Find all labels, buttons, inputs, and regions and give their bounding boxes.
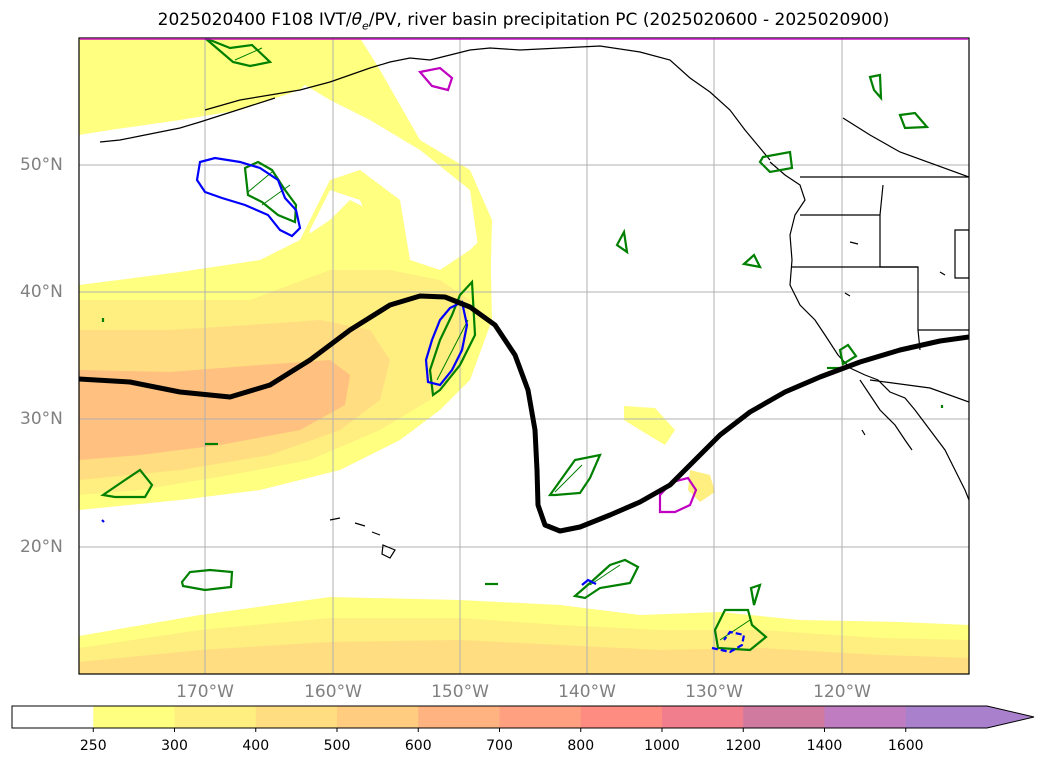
lon-label-130w: 130°W [685,682,743,702]
colorbar-tick-label: 500 [323,738,351,754]
pc-green-west-subtropic [100,468,154,499]
colorbar-tick-label: 250 [79,738,107,754]
lon-label-140w: 140°W [558,682,616,702]
lon-label-170w: 170°W [176,682,234,702]
colorbar-segment [12,706,94,728]
colorbar-tick-label: 600 [404,738,432,754]
lon-label-120w: 120°W [813,682,871,702]
colorbar-tick-label: 1400 [806,738,843,754]
coastal-islands [844,241,946,436]
ivt-shading-patch-central [624,406,675,445]
pc-green-south-east [713,608,768,652]
pc-green-hatch [234,47,751,641]
colorbar-segment [174,706,257,728]
colorbar-segment [337,706,419,728]
west-coast [769,161,969,501]
state-border-ca-nv [879,215,969,331]
colorbar-segments [12,706,1034,732]
lon-label-150w: 150°W [431,682,489,702]
pc-green-tropic-west [180,568,234,592]
pc-green-canada-1 [868,73,883,102]
colorbar-tick-label: 1000 [644,738,680,754]
coastlines [99,45,969,501]
lat-label-40n: 40°N [20,282,63,302]
top-edge-contour [80,38,968,40]
us-mexico-border [869,379,969,403]
pc-blue-contours [101,156,746,654]
map-title: 2025020400 F108 IVT/θe/PV, river basin p… [157,10,890,33]
colorbar-tick-label: 1200 [725,738,762,754]
pc-blue-central-plume [424,300,469,387]
colorbar-segment [824,706,907,728]
pv-contour-line [79,293,969,534]
colorbar-extend-arrow [987,706,1034,728]
islands [329,241,946,559]
colorbar-segment [499,706,582,728]
pc-green-socal [838,343,858,366]
colorbar-segment [580,706,663,728]
pc-green-east-central [547,453,602,497]
colorbar-tick-label: 300 [161,738,188,754]
pc-blue-south-east [711,630,746,654]
pc-green-south-east-2 [749,583,762,606]
lat-label-30n: 30°N [20,409,63,429]
colorbar-segment [662,706,744,728]
colorbar-tick-label: 400 [242,738,270,754]
canada-internal-border [842,117,969,178]
colorbar-segment [255,706,338,728]
hawaii-islands [329,517,396,559]
lat-label-50n: 50°N [20,155,63,175]
colorbar-tick-label: 800 [567,738,595,754]
colorbar-outline [11,705,1035,729]
colorbar-segment [905,706,988,728]
colorbar-tick-label: 700 [486,738,513,754]
baja-peninsula [859,379,913,451]
pc-blue-south-central [581,578,597,586]
pc-green-alaska [204,38,273,68]
ivt-shading-south-band-3 [79,640,969,674]
colorbar-segment [93,706,175,728]
lon-label-160w: 160°W [304,682,362,702]
pc-green-north-pacific [243,160,298,224]
colorbar-tick-label: 1600 [887,738,924,754]
pc-magenta-alaska [417,66,454,92]
alaska-coast [204,45,771,161]
pc-blue-north-pacific [195,156,302,238]
colorbar-segment [418,706,500,728]
ivt-shading-north-band [240,38,492,370]
colorbar-segment [743,706,825,728]
pc-green-canada-2 [898,111,930,130]
pc-green-bc-coast [758,150,794,174]
aleutian-chain [99,97,276,143]
idaho-border [954,229,969,279]
pc-green-south-central [572,558,640,600]
lat-label-20n: 20°N [20,537,63,557]
pc-blue-dot [101,519,105,523]
pc-green-gulf-alaska-small [615,228,629,255]
pc-green-ca-coast [741,253,762,269]
